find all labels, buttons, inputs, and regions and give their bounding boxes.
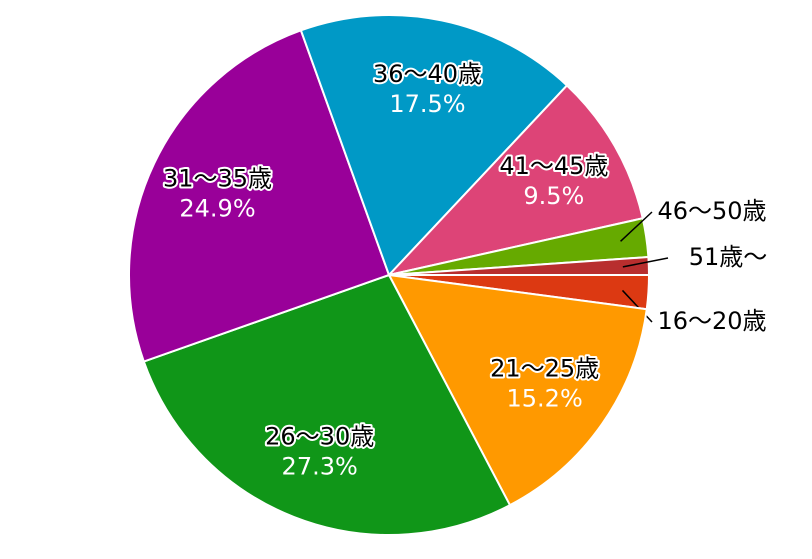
slice: [128, 29, 391, 363]
value-label: 27.3%: [282, 453, 358, 481]
slice-label: 46～50歳: [657, 197, 766, 225]
value-label: 17.5%: [389, 90, 465, 118]
slice: [299, 14, 569, 277]
slice: [386, 84, 644, 277]
leader-line: [620, 211, 653, 242]
slice-label: 36～40歳: [373, 60, 482, 88]
value-label: 15.2%: [507, 385, 583, 413]
slice-label: 31～35歳: [163, 165, 272, 193]
slice-label: 51歳～: [689, 243, 768, 271]
slice-label: 21～25歳: [490, 355, 599, 383]
slice: [142, 273, 512, 536]
slice: [388, 255, 651, 276]
slice-label: 16～20歳: [657, 307, 766, 335]
slice: [387, 273, 648, 507]
slice-label: 26～30歳: [265, 423, 374, 451]
leader-line: [622, 257, 669, 268]
slice-label: 41～45歳: [499, 152, 608, 180]
leader-line: [621, 289, 653, 323]
value-label: 24.9%: [179, 195, 255, 223]
value-label: 9.5%: [523, 182, 584, 210]
